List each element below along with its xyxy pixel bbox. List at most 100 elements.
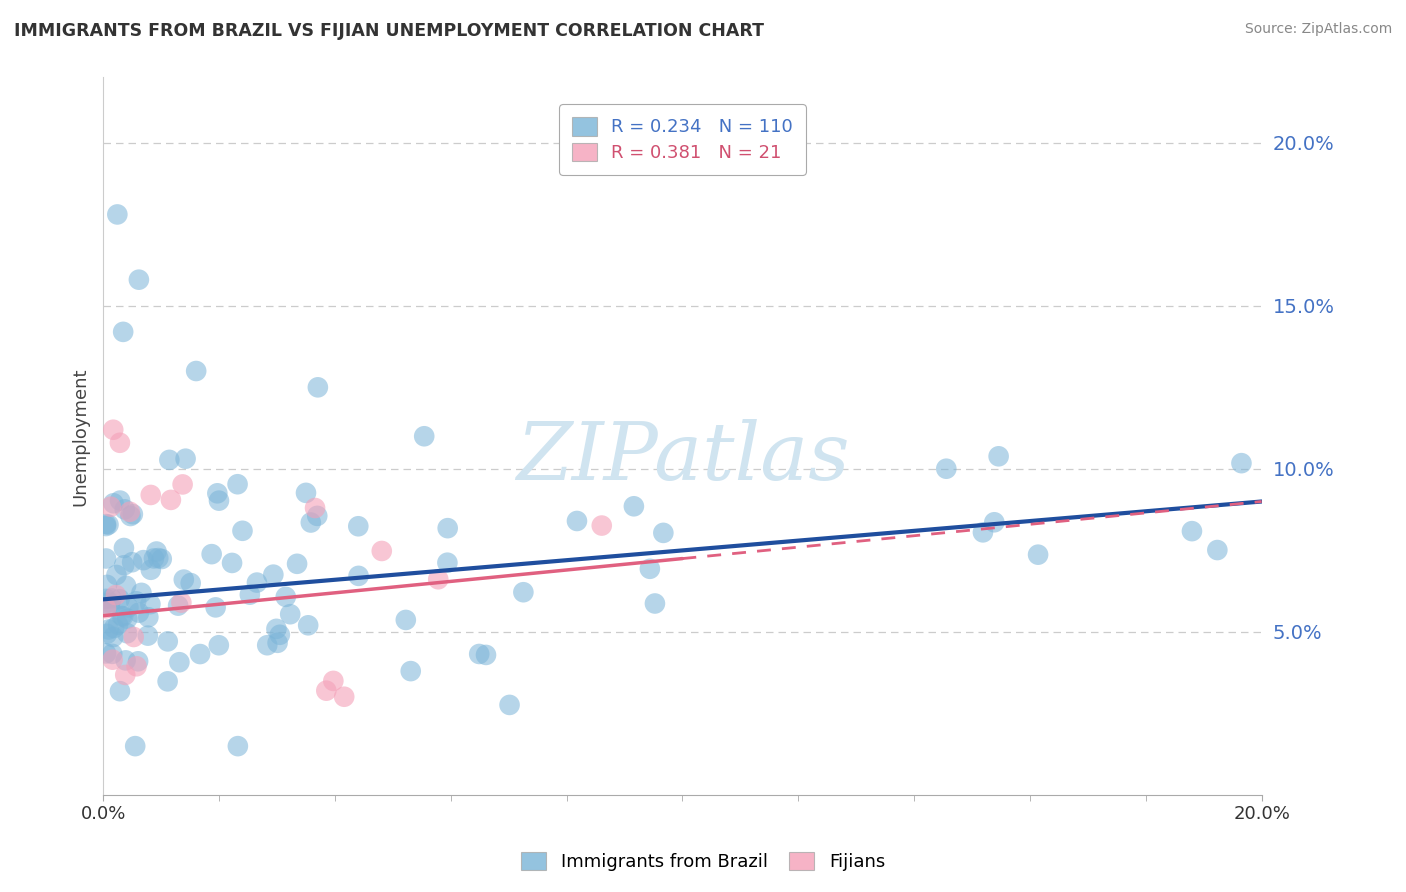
Point [935,461,957,475]
Point [1206,543,1229,558]
Point [652,525,675,540]
Point [156,634,179,648]
Point [108,493,131,508]
Point [371,544,394,558]
Point [983,516,1005,530]
Point [413,429,436,443]
Point [121,555,143,569]
Point [142,551,165,566]
Point [246,575,269,590]
Point [207,486,229,500]
Text: IMMIGRANTS FROM BRAZIL VS FIJIAN UNEMPLOYMENT CORRELATION CHART: IMMIGRANTS FROM BRAZIL VS FIJIAN UNEMPLO… [14,22,763,40]
Point [170,596,193,610]
Point [114,653,136,667]
Point [145,544,167,558]
Point [97,517,120,532]
Point [103,423,125,437]
Point [101,653,124,667]
Point [117,600,139,615]
Point [94,596,117,610]
Point [278,607,301,622]
Point [304,501,326,516]
Point [1026,548,1049,562]
Point [156,674,179,689]
Point [231,524,253,538]
Point [174,451,197,466]
Point [125,659,148,673]
Point [274,590,297,604]
Point [623,500,645,514]
Point [475,648,498,662]
Point [100,591,122,606]
Point [94,591,117,606]
Point [125,594,148,608]
Point [285,557,308,571]
Point [124,739,146,753]
Point [266,622,288,636]
Point [307,508,329,523]
Point [139,488,162,502]
Point [188,647,211,661]
Point [427,572,450,586]
Point [1181,524,1204,538]
Legend: R = 0.234   N = 110, R = 0.381   N = 21: R = 0.234 N = 110, R = 0.381 N = 21 [560,104,806,175]
Point [136,629,159,643]
Point [127,654,149,668]
Point [638,562,661,576]
Point [115,579,138,593]
Point [117,612,139,626]
Point [138,610,160,624]
Point [333,690,356,704]
Point [103,630,125,644]
Point [172,477,194,491]
Point [256,638,278,652]
Point [498,698,520,712]
Text: ZIPatlas: ZIPatlas [516,419,849,497]
Point [262,567,284,582]
Point [108,435,131,450]
Point [239,588,262,602]
Point [100,500,122,514]
Point [115,626,138,640]
Text: Source: ZipAtlas.com: Source: ZipAtlas.com [1244,22,1392,37]
Point [297,618,319,632]
Point [94,647,117,661]
Point [299,516,322,530]
Point [131,586,153,600]
Point [108,592,131,607]
Point [347,569,370,583]
Point [315,683,337,698]
Point [112,609,135,624]
Point [436,556,458,570]
Point [107,617,129,632]
Point [94,601,117,615]
Point [987,450,1010,464]
Legend: Immigrants from Brazil, Fijians: Immigrants from Brazil, Fijians [513,846,893,879]
Point [201,547,224,561]
Point [104,588,127,602]
Point [157,453,180,467]
Point [148,551,170,566]
Point [112,558,135,573]
Point [226,739,249,753]
Point [118,505,141,519]
Point [139,597,162,611]
Point [160,492,183,507]
Point [122,630,145,644]
Point [96,578,118,592]
Point [105,207,128,221]
Point [1230,456,1253,470]
Y-axis label: Unemployment: Unemployment [72,367,89,506]
Point [111,608,134,623]
Point [226,477,249,491]
Point [105,568,128,582]
Point [132,553,155,567]
Point [512,585,534,599]
Point [120,508,142,523]
Point [128,273,150,287]
Point [139,563,162,577]
Point [108,684,131,698]
Point [167,599,190,613]
Point [565,514,588,528]
Point [121,507,143,521]
